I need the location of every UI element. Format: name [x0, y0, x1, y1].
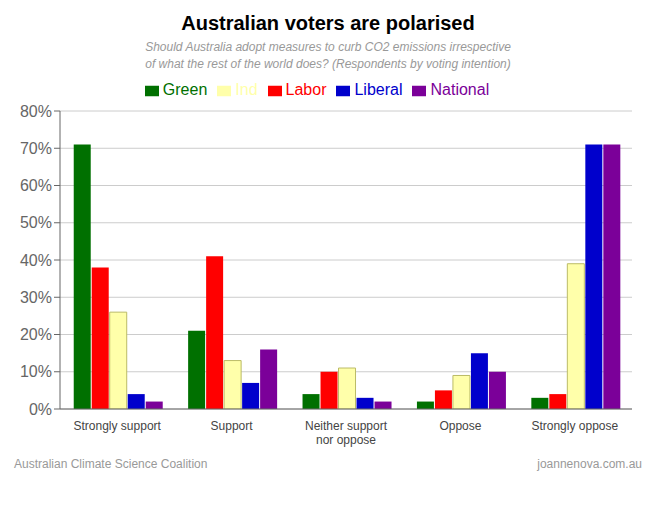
- html-text:Liberal: Liberal: [354, 81, 403, 98]
- html-text:Australian Climate Science Coa: Australian Climate Science Coalition: [14, 457, 208, 471]
- svg-text:40%: 40%: [20, 252, 52, 269]
- svg-text:60%: 60%: [20, 177, 52, 194]
- svg-text:Oppose: Oppose: [439, 419, 481, 433]
- html-text:Should Australia adopt measure: Should Australia adopt measures to curb …: [145, 40, 511, 54]
- html-text:Ind: Ind: [235, 81, 258, 98]
- svg-text:50%: 50%: [20, 214, 52, 231]
- svg-text:Support: Support: [211, 419, 254, 433]
- html-text:Labor: Labor: [285, 81, 327, 98]
- svg-text:10%: 10%: [20, 363, 52, 380]
- html-text:of what the rest of the world: of what the rest of the world does? (Res…: [145, 57, 511, 71]
- html-text:Green: Green: [162, 81, 208, 98]
- svg-text:30%: 30%: [20, 289, 52, 306]
- svg-text:Neither supportnor oppose: Neither supportnor oppose: [305, 419, 388, 447]
- svg-text:80%: 80%: [20, 103, 52, 120]
- svg-text:Strongly oppose: Strongly oppose: [531, 419, 618, 433]
- svg-text:0%: 0%: [29, 401, 52, 418]
- html-text:Australian voters are polarise: Australian voters are polarised: [181, 12, 475, 34]
- svg-text:20%: 20%: [20, 326, 52, 343]
- html-text:National: National: [430, 81, 490, 98]
- svg-text:70%: 70%: [20, 140, 52, 157]
- svg-text:Strongly support: Strongly support: [74, 419, 162, 433]
- html-text:joannenova.com.au: joannenova.com.au: [537, 457, 642, 471]
